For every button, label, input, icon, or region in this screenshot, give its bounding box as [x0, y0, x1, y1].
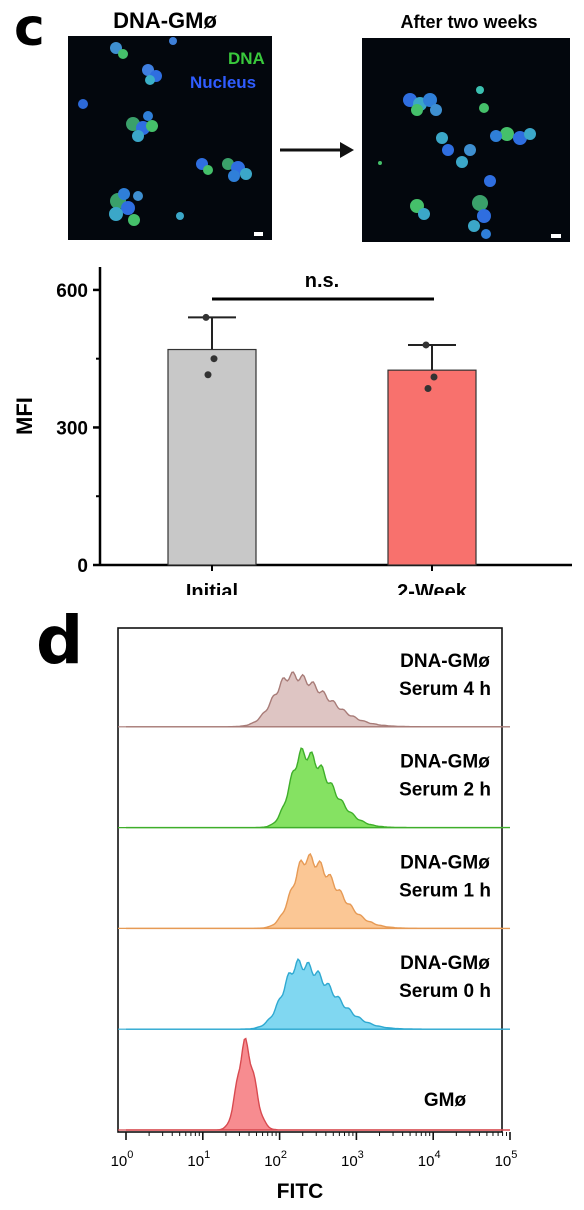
x-tick-label: 103	[341, 1149, 364, 1170]
cell-clusters	[78, 37, 252, 226]
series-label: GMø	[424, 1090, 467, 1111]
data-point-2-week	[424, 384, 432, 392]
series-label-line1: DNA-GMø	[400, 752, 490, 773]
arrow-right-icon	[280, 142, 354, 158]
series-label-line2: Serum 0 h	[399, 981, 491, 1002]
panel-label-c: c	[14, 0, 45, 58]
bar-initial	[167, 348, 257, 566]
x-axis-label: FITC	[277, 1180, 324, 1203]
series-label-line2: Serum 4 h	[399, 679, 491, 700]
microscopy-image-initial: DNA Nucleus	[68, 36, 272, 240]
legend-nucleus: Nucleus	[190, 73, 256, 92]
x-tick-label-initial: Initial	[186, 581, 238, 595]
left-image-title: DNA-GMø	[113, 8, 217, 33]
microscopy-image-two-weeks	[362, 38, 570, 242]
mfi-bar-chart: 0 300 600 MFI Initial 2-Week n.s.	[12, 267, 572, 595]
cell-clusters	[378, 86, 536, 239]
y-tick-label-600: 600	[56, 281, 88, 302]
series-label-line1: DNA-GMø	[400, 953, 490, 974]
data-point-2-week	[422, 341, 430, 349]
data-point-2-week	[430, 373, 438, 381]
data-point-initial	[204, 371, 212, 379]
x-tick-label: 105	[495, 1149, 518, 1170]
series-label-line1: DNA-GMø	[400, 651, 490, 672]
right-image-title: After two weeks	[400, 12, 538, 32]
data-point-initial	[210, 355, 218, 363]
x-tick-label: 104	[418, 1149, 441, 1170]
y-tick-label-0: 0	[77, 556, 88, 577]
fitc-histogram-chart: DNA-GMø Serum 4 h DNA-GMø Serum 2 h DNA-GMø S…	[111, 627, 518, 1203]
significance-label: n.s.	[305, 270, 339, 292]
x-tick-label: 100	[111, 1149, 134, 1170]
data-point-initial	[202, 313, 210, 321]
plot-frame	[117, 627, 503, 1133]
legend-dna: DNA	[228, 49, 265, 68]
bar-2-week	[387, 369, 477, 566]
x-tick-label: 102	[264, 1149, 287, 1170]
series-label-line2: Serum 1 h	[399, 880, 491, 901]
series-label-line1: DNA-GMø	[400, 852, 490, 873]
x-tick-label: 101	[187, 1149, 210, 1170]
y-axis-label: MFI	[12, 397, 37, 435]
x-tick-label-2-week: 2-Week	[397, 581, 468, 595]
panel-label-d: d	[36, 602, 84, 679]
histogram-gm-	[126, 1037, 510, 1131]
y-tick-label-300: 300	[56, 418, 88, 439]
series-label-line2: Serum 2 h	[399, 780, 491, 801]
